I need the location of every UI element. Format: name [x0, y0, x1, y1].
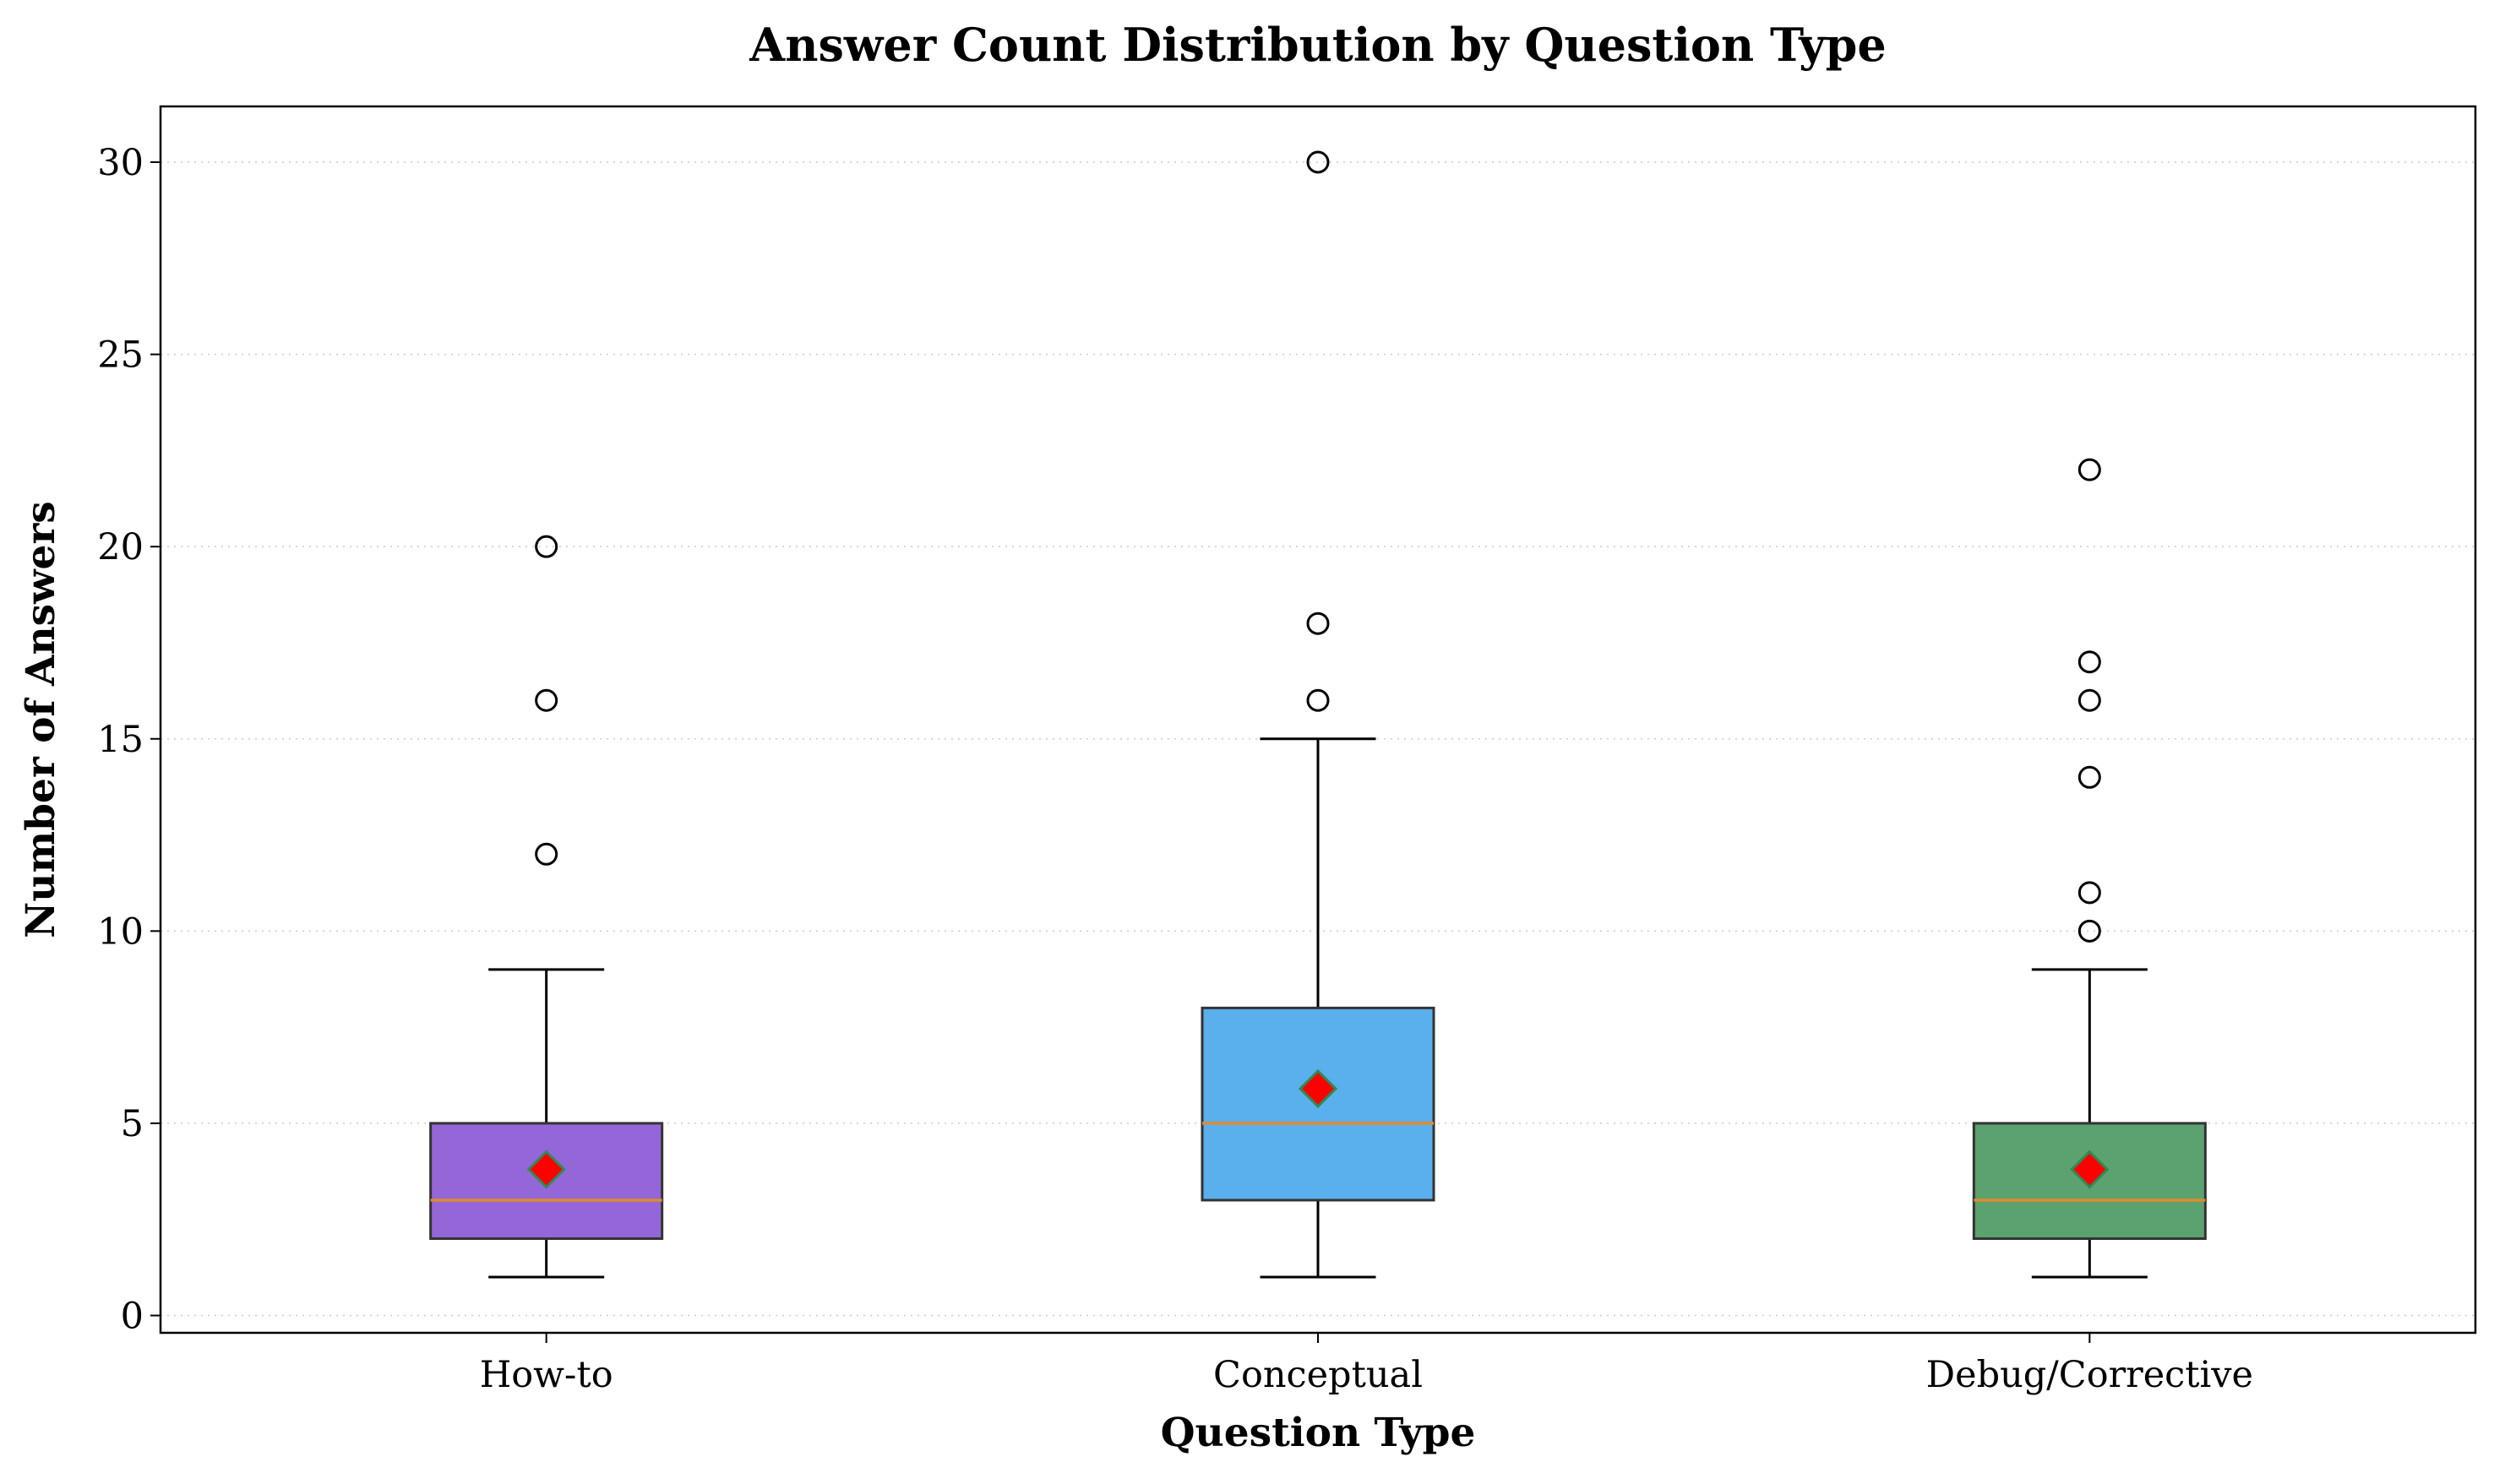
x-tick-label: How-to	[480, 1354, 613, 1396]
mean-marker	[2070, 1150, 2110, 1189]
y-tick-label: 30	[97, 142, 144, 184]
outlier-point	[1306, 612, 1330, 635]
outlier-point	[1306, 688, 1330, 712]
y-tick-label: 15	[97, 719, 144, 761]
outlier-point	[535, 688, 558, 712]
outlier-point	[535, 535, 558, 558]
outlier-point	[2077, 919, 2101, 943]
outlier-point	[2077, 881, 2101, 905]
outlier-point	[535, 842, 558, 866]
y-axis-label: Number of Answers	[18, 501, 64, 938]
y-tick-label: 25	[97, 334, 144, 377]
y-tick-label: 5	[121, 1103, 144, 1145]
y-tick-label: 0	[121, 1296, 144, 1338]
mean-marker	[526, 1150, 566, 1189]
box-series	[429, 150, 2207, 1279]
chart-title: Answer Count Distribution by Question Ty…	[749, 18, 1886, 72]
outlier-point	[2077, 650, 2101, 674]
box-group	[1201, 150, 1435, 1279]
box-group	[1972, 458, 2207, 1279]
mean-marker	[1298, 1068, 1338, 1109]
x-tick-label: Conceptual	[1213, 1354, 1423, 1396]
x-tick-label: Debug/Corrective	[1926, 1354, 2253, 1396]
outlier-point	[2077, 765, 2101, 789]
outlier-point	[2077, 458, 2101, 481]
x-axis-label: Question Type	[1161, 1410, 1476, 1456]
outlier-point	[2077, 688, 2101, 712]
outlier-point	[1306, 150, 1330, 174]
box-group	[429, 535, 664, 1279]
y-tick-label: 10	[97, 911, 144, 953]
y-tick-label: 20	[97, 526, 144, 568]
axis-ticks: 0 5 10 15 20 25 30 How-to Conceptual Debug/Correc…	[97, 142, 2253, 1396]
